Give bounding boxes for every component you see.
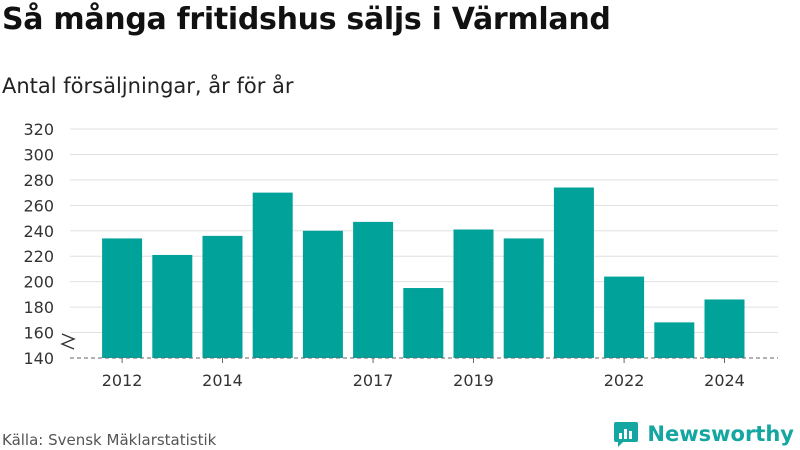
bar bbox=[453, 229, 494, 358]
y-tick-label: 160 bbox=[23, 324, 54, 343]
y-tick-label: 140 bbox=[23, 349, 54, 368]
x-tick-label: 2019 bbox=[453, 371, 494, 390]
x-tick-label: 2017 bbox=[353, 371, 394, 390]
bar bbox=[704, 299, 745, 358]
bar bbox=[252, 192, 293, 358]
y-tick-label: 260 bbox=[23, 196, 54, 215]
chart-subtitle: Antal försäljningar, år för år bbox=[2, 74, 294, 98]
brand-name: Newsworthy bbox=[647, 422, 794, 446]
newsworthy-logo-icon bbox=[614, 422, 639, 447]
y-tick-label: 300 bbox=[23, 145, 54, 164]
source-note: Källa: Svensk Mäklarstatistik bbox=[2, 431, 217, 449]
y-tick-label: 240 bbox=[23, 222, 54, 241]
bar bbox=[604, 276, 645, 358]
bar bbox=[302, 230, 343, 358]
y-tick-label: 180 bbox=[23, 298, 54, 317]
bar bbox=[553, 187, 594, 358]
axis-break-icon bbox=[60, 333, 76, 350]
bar bbox=[503, 238, 544, 358]
y-tick-label: 320 bbox=[23, 120, 54, 139]
y-tick-label: 220 bbox=[23, 247, 54, 266]
x-tick-label: 2014 bbox=[202, 371, 243, 390]
bar bbox=[353, 221, 394, 358]
y-tick-label: 200 bbox=[23, 273, 54, 292]
bar bbox=[102, 238, 143, 358]
x-tick-label: 2022 bbox=[604, 371, 645, 390]
brand-logo: Newsworthy bbox=[613, 420, 794, 448]
chart-title: Så många fritidshus säljs i Värmland bbox=[2, 2, 611, 37]
x-tick-label: 2024 bbox=[704, 371, 745, 390]
bar bbox=[403, 288, 444, 358]
bar bbox=[152, 254, 193, 358]
y-tick-label: 280 bbox=[23, 171, 54, 190]
bar-chart: 140 160 180 200 220 240 260 280 300 320 2012 2014 20… bbox=[23, 120, 778, 390]
bar bbox=[654, 322, 695, 358]
x-tick-label: 2012 bbox=[102, 371, 143, 390]
bar bbox=[202, 235, 243, 358]
